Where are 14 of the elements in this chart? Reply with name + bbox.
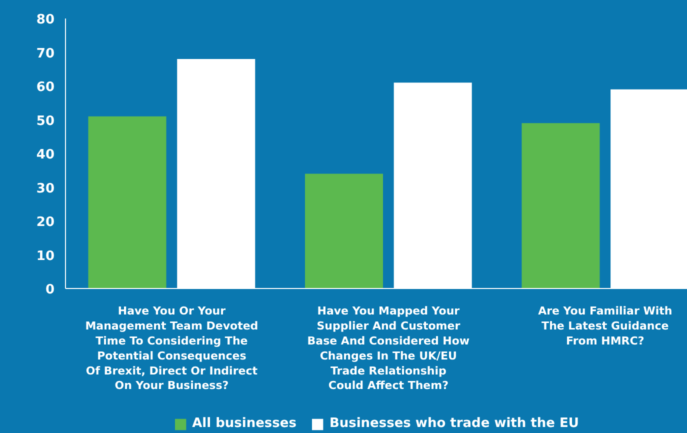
y-tick-label: 70 xyxy=(36,46,55,62)
y-tick-label: 50 xyxy=(36,114,55,129)
x-tick-label: Are You Familiar With The Latest Guidance From HMRC? xyxy=(538,304,672,348)
legend-label: Businesses who trade with the EU xyxy=(329,416,579,431)
legend-label: All businesses xyxy=(192,416,296,431)
y-tick-label: 0 xyxy=(45,282,54,298)
y-tick-label: 30 xyxy=(36,181,55,196)
y-tick-label: 60 xyxy=(36,80,55,95)
y-tick-label: 40 xyxy=(36,148,55,162)
x-tick-label: Have You Or Your Management Team Devoted Time To Considering The Potential Consequences Of Brexit, Direct Or Indirect On Your Business? xyxy=(85,304,258,392)
y-tick-label: 20 xyxy=(36,215,55,230)
y-tick-label: 10 xyxy=(36,248,55,264)
y-tick-label: 80 xyxy=(36,12,55,28)
x-tick-label: Have You Mapped Your Supplier And Customer Base And Considered How Changes In The UK/EU Trade Relationship Could Affect Them? xyxy=(307,304,470,392)
